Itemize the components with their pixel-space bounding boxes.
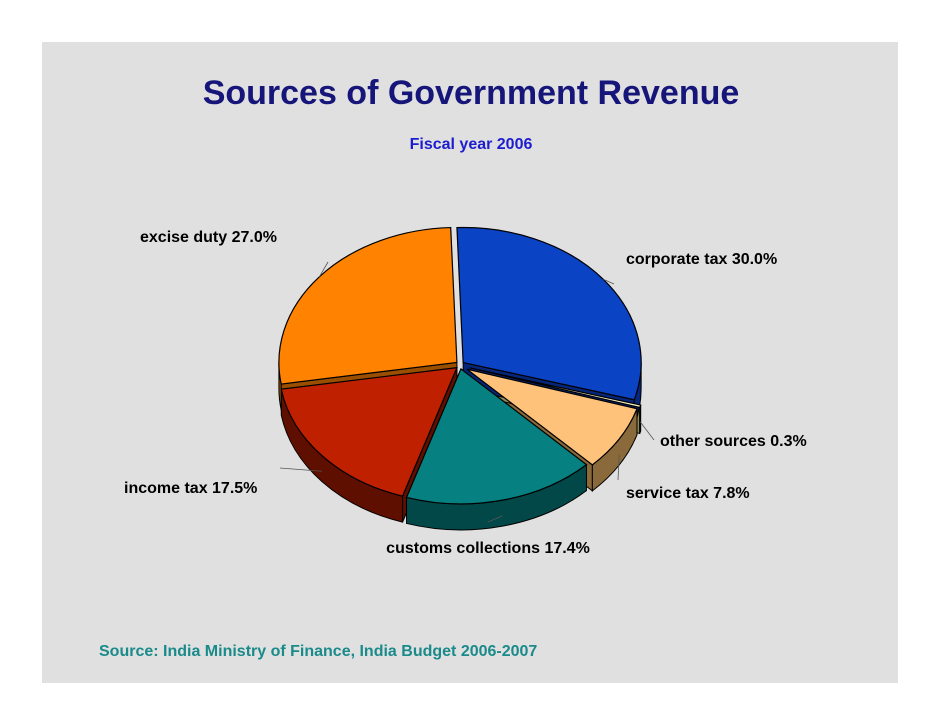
leader-line-corporate-tax <box>603 279 615 285</box>
pie-slice-customs-collections <box>405 367 588 505</box>
pie-slice-other-sources <box>469 367 642 409</box>
pie-tops <box>278 226 642 505</box>
chart-title: Sources of Government Revenue <box>202 74 740 112</box>
leader-line-excise-duty <box>319 261 329 277</box>
pie-slice-excise-duty <box>278 226 458 385</box>
pie-slice-service-tax <box>466 368 638 466</box>
leader-line-other-sources <box>639 421 655 441</box>
pie-slice-corporate-tax <box>456 226 642 401</box>
chart-subtitle: Fiscal year 2006 <box>409 136 533 153</box>
leader-lines <box>279 261 655 523</box>
leader-line-income-tax <box>279 467 323 472</box>
slice-label-corporate-tax: corporate tax 30.0% <box>626 251 777 268</box>
slice-label-customs-collections: customs collections 17.4% <box>386 540 590 557</box>
leader-line-service-tax <box>617 454 620 481</box>
slice-labels: corporate tax 30.0% other sources 0.3% ser… <box>124 229 807 557</box>
leader-line-customs-collections <box>487 515 503 523</box>
slice-label-other-sources: other sources 0.3% <box>660 433 807 450</box>
pie-side-other-sources <box>639 404 642 434</box>
pie-slice-income-tax <box>280 366 458 497</box>
slice-label-excise-duty: excise duty 27.0% <box>140 229 277 246</box>
source-note: Source: India Ministry of Finance, India… <box>99 643 538 660</box>
slice-label-income-tax: income tax 17.5% <box>124 480 257 497</box>
slice-label-service-tax: service tax 7.8% <box>626 485 750 502</box>
